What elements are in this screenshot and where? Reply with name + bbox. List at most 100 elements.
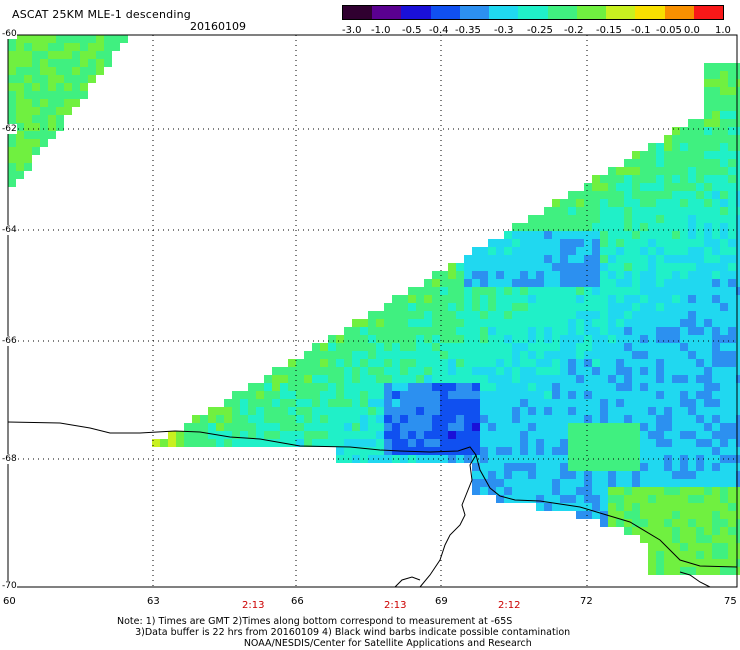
swath-cell — [720, 175, 728, 183]
swath-cell — [392, 335, 400, 343]
swath-cell — [672, 543, 680, 551]
swath-cell — [304, 367, 312, 375]
swath-cell — [576, 343, 584, 351]
swath-cell — [728, 279, 736, 287]
swath-cell — [664, 159, 672, 167]
swath-cell — [504, 479, 512, 487]
swath-cell — [712, 391, 720, 399]
swath-cell — [56, 91, 64, 99]
swath-cell — [696, 511, 704, 519]
swath-cell — [712, 103, 720, 111]
swath-cell — [672, 567, 680, 575]
swath-cell — [704, 391, 712, 399]
swath-cell — [560, 303, 568, 311]
swath-cell — [328, 367, 336, 375]
swath-cell — [608, 199, 616, 207]
swath-cell — [712, 343, 720, 351]
swath-cells — [8, 35, 740, 575]
swath-cell — [552, 239, 560, 247]
swath-cell — [680, 143, 688, 151]
swath-cell — [648, 399, 656, 407]
swath-cell — [664, 311, 672, 319]
swath-cell — [616, 215, 624, 223]
swath-cell — [608, 343, 616, 351]
swath-cell — [40, 67, 48, 75]
swath-cell — [736, 343, 740, 351]
swath-cell — [520, 247, 528, 255]
swath-cell — [16, 43, 24, 51]
swath-cell — [696, 527, 704, 535]
swath-cell — [720, 295, 728, 303]
swath-cell — [736, 223, 740, 231]
swath-cell — [552, 495, 560, 503]
swath-cell — [656, 503, 664, 511]
swath-cell — [736, 463, 740, 471]
swath-cell — [280, 399, 288, 407]
swath-cell — [496, 263, 504, 271]
swath-cell — [616, 399, 624, 407]
swath-cell — [616, 359, 624, 367]
swath-cell — [576, 455, 584, 463]
swath-cell — [16, 139, 24, 147]
swath-cell — [520, 391, 528, 399]
swath-cell — [560, 295, 568, 303]
swath-cell — [688, 143, 696, 151]
swath-cell — [664, 383, 672, 391]
swath-cell — [408, 319, 416, 327]
lat-label-60: -60 — [2, 29, 17, 39]
swath-cell — [584, 199, 592, 207]
swath-cell — [448, 367, 456, 375]
swath-cell — [8, 99, 16, 107]
swath-cell — [672, 127, 680, 135]
swath-cell — [688, 151, 696, 159]
swath-cell — [712, 519, 720, 527]
swath-cell — [592, 367, 600, 375]
swath-cell — [328, 343, 336, 351]
swath-cell — [688, 263, 696, 271]
swath-cell — [632, 151, 640, 159]
swath-cell — [600, 175, 608, 183]
swath-cell — [696, 319, 704, 327]
swath-cell — [600, 351, 608, 359]
swath-cell — [656, 167, 664, 175]
swath-cell — [664, 215, 672, 223]
swath-cell — [400, 407, 408, 415]
swath-cell — [376, 367, 384, 375]
swath-cell — [728, 495, 736, 503]
swath-cell — [568, 311, 576, 319]
swath-cell — [696, 295, 704, 303]
swath-cell — [504, 319, 512, 327]
swath-cell — [656, 143, 664, 151]
swath-cell — [680, 295, 688, 303]
swath-cell — [728, 191, 736, 199]
swath-cell — [656, 279, 664, 287]
swath-cell — [512, 231, 520, 239]
colorbar-swatch — [430, 6, 460, 19]
swath-cell — [280, 391, 288, 399]
swath-cell — [528, 311, 536, 319]
swath-cell — [656, 487, 664, 495]
swath-cell — [544, 255, 552, 263]
swath-cell — [352, 319, 360, 327]
swath-cell — [656, 439, 664, 447]
swath-cell — [392, 383, 400, 391]
swath-cell — [400, 439, 408, 447]
product-title: ASCAT 25KM MLE-1 descending — [12, 8, 191, 21]
swath-cell — [680, 479, 688, 487]
swath-cell — [72, 35, 80, 43]
swath-cell — [64, 107, 72, 115]
swath-cell — [224, 407, 232, 415]
swath-cell — [552, 399, 560, 407]
swath-cell — [728, 415, 736, 423]
swath-cell — [520, 487, 528, 495]
swath-cell — [632, 239, 640, 247]
swath-cell — [648, 487, 656, 495]
swath-cell — [272, 383, 280, 391]
swath-cell — [704, 199, 712, 207]
swath-cell — [416, 303, 424, 311]
swath-cell — [592, 295, 600, 303]
swath-cell — [592, 335, 600, 343]
swath-cell — [496, 327, 504, 335]
swath-cell — [552, 447, 560, 455]
swath-cell — [536, 447, 544, 455]
